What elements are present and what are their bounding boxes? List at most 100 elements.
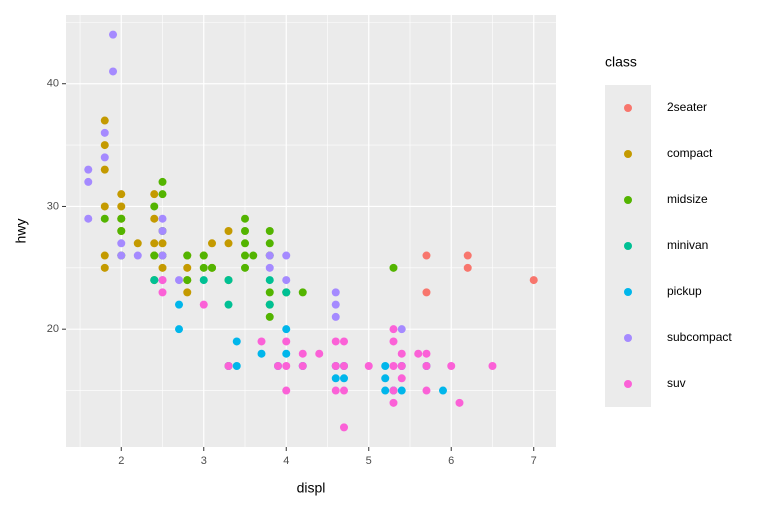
point [257,349,266,358]
point [265,251,274,260]
y-tick-label: 30 [47,200,59,212]
legend-key [624,104,632,112]
points [84,30,538,432]
point [282,337,291,346]
point [331,312,340,321]
point [158,190,167,199]
point [381,362,390,370]
point [422,288,431,297]
point [339,386,348,395]
legend-label: pickup [667,284,702,298]
legend-key [624,196,632,204]
point [150,190,159,199]
point [183,263,192,272]
y-axis-label: hwy [13,219,29,244]
point [133,251,142,260]
point [158,276,167,285]
x-tick-label: 2 [118,455,124,467]
point [265,288,274,297]
point [397,362,406,370]
point [455,398,464,407]
point [150,239,159,248]
point [364,362,373,370]
point [389,398,398,407]
point [199,300,208,309]
point [315,349,324,358]
point [331,288,340,297]
point [150,251,159,260]
point [183,276,192,285]
point [224,227,233,235]
point [389,337,398,346]
point [109,30,118,39]
point [339,337,348,346]
point [422,362,431,370]
legend-label: minivan [667,238,708,252]
legend-title: class [605,54,637,70]
point [389,263,398,272]
x-tick-label: 4 [283,455,289,467]
point [282,325,291,334]
point [381,386,390,395]
point [158,288,167,297]
point [199,251,208,260]
point [183,288,192,297]
x-tick-label: 5 [366,455,372,467]
point [249,251,258,260]
point [298,349,307,358]
point [241,263,250,272]
point [422,251,431,260]
legend-label: compact [667,146,713,160]
point [282,349,291,358]
point [224,362,233,370]
point [199,276,208,285]
point [488,362,497,370]
x-tick-label: 3 [201,455,207,467]
point [158,251,167,260]
legend-key [624,380,632,388]
point [438,386,447,395]
point [339,362,348,370]
point [158,263,167,272]
point [84,214,93,223]
point [158,239,167,248]
legend-label: midsize [667,192,708,206]
point [381,374,390,383]
point [175,300,184,309]
point [232,362,241,370]
point [265,312,274,321]
point [100,202,109,211]
point [265,276,274,285]
point [224,276,233,285]
panel [66,15,556,447]
legend-label: subcompact [667,330,732,344]
point [447,362,456,370]
point [265,263,274,272]
point [331,374,340,383]
point [241,214,250,223]
point [100,214,109,223]
point [100,128,109,137]
point [389,386,398,395]
y-tick-label: 40 [47,78,59,90]
point [397,349,406,358]
legend-label: suv [667,376,686,390]
point [397,386,406,395]
x-tick-label: 7 [531,455,537,467]
point [150,202,159,211]
point [208,263,217,272]
point [241,227,250,235]
point [331,362,340,370]
legend-key [624,242,632,250]
legend-label: 2seater [667,100,707,114]
point [265,300,274,309]
point [158,214,167,223]
point [100,165,109,174]
point [331,300,340,309]
point [109,67,118,76]
point [117,227,126,235]
point [100,153,109,162]
point [100,116,109,125]
